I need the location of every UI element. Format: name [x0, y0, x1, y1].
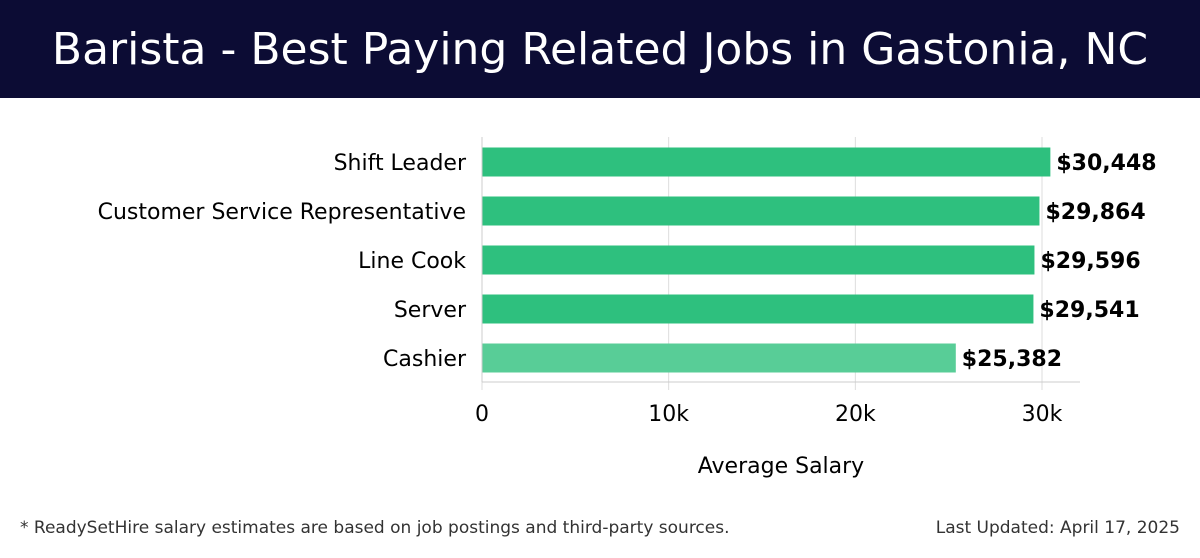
bar: [482, 147, 1051, 177]
x-tick-label: 20k: [835, 402, 876, 427]
value-label: $30,448: [1056, 151, 1156, 176]
value-label: $29,864: [1045, 200, 1145, 225]
bar: [482, 343, 956, 373]
category-label: Server: [394, 298, 467, 323]
bar: [482, 245, 1035, 275]
labels: 0 10k 20k 30k Shift Leader $30,448 Customer Se…: [98, 151, 1157, 479]
x-tick-label: 0: [475, 402, 489, 427]
category-label: Cashier: [383, 347, 467, 372]
chart-title: Barista - Best Paying Related Jobs in Ga…: [51, 24, 1149, 75]
value-label: $29,541: [1039, 298, 1139, 323]
bar-chart: 0 10k 20k 30k Shift Leader $30,448 Customer Se…: [98, 137, 1157, 479]
x-tick-label: 10k: [648, 402, 689, 427]
title-banner: Barista - Best Paying Related Jobs in Ga…: [0, 0, 1200, 98]
category-label: Customer Service Representative: [98, 200, 466, 225]
value-label: $29,596: [1040, 249, 1140, 274]
bar: [482, 294, 1034, 324]
footnote: * ReadySetHire salary estimates are base…: [20, 518, 730, 538]
x-tick-label: 30k: [1022, 402, 1063, 427]
x-axis-label: Average Salary: [698, 454, 864, 479]
last-updated: Last Updated: April 17, 2025: [935, 518, 1180, 538]
bars: [482, 147, 1051, 373]
value-label: $25,382: [962, 347, 1062, 372]
category-label: Line Cook: [358, 249, 466, 274]
axes: [481, 137, 1080, 383]
bar: [482, 196, 1040, 226]
category-label: Shift Leader: [334, 151, 467, 176]
